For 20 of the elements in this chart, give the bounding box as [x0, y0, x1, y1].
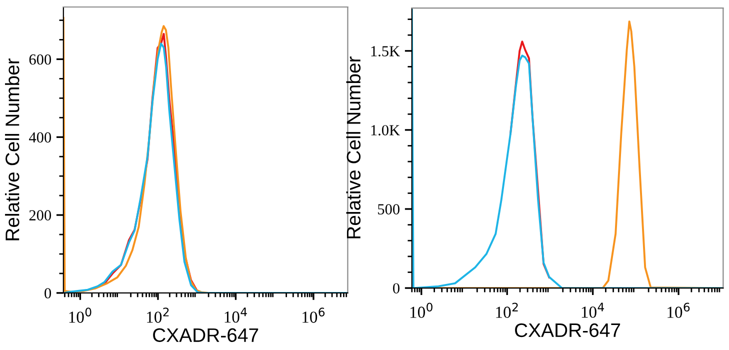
y-axis-title: Relative Cell Number [5, 58, 20, 240]
x-tick-label: 10$^{4}$ [582, 302, 604, 318]
y-tick-label: 0 [44, 288, 52, 298]
y-tick-label: 600 [29, 54, 52, 65]
x-tick-label: 10$^{4}$ [224, 308, 247, 323]
y-tick-label: 500 [378, 204, 400, 214]
y-tick-label: 400 [29, 132, 52, 143]
x-tick-label: 10$^{6}$ [668, 302, 690, 318]
x-axis-title: CXADR-647 [153, 328, 258, 342]
x-axis-title: CXADR-647 [515, 323, 620, 338]
x-tick-label: 10$^{2}$ [496, 302, 518, 318]
y-axis-title: Relative Cell Number [346, 56, 361, 238]
y-tick-label: 1.5K [371, 46, 400, 56]
y-tick-label: 0 [393, 283, 400, 294]
x-tick-label: 10$^{0}$ [69, 308, 92, 323]
x-tick-label: 10$^{0}$ [410, 302, 432, 318]
x-tick-label: 10$^{6}$ [302, 308, 325, 323]
x-tick-label: 10$^{2}$ [147, 308, 169, 323]
y-tick-label: 200 [29, 210, 52, 220]
y-tick-label: 1.0K [371, 125, 400, 136]
